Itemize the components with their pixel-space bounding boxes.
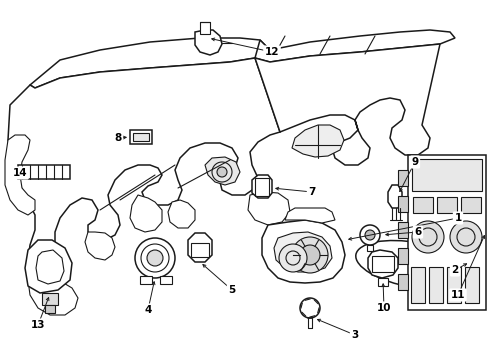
Polygon shape [251,175,271,198]
Ellipse shape [355,240,473,289]
Polygon shape [195,30,222,55]
Polygon shape [25,240,72,293]
Polygon shape [247,192,289,225]
Circle shape [411,221,443,253]
Text: 7: 7 [307,187,315,197]
Bar [366,245,372,251]
Polygon shape [30,38,269,88]
Circle shape [299,245,319,265]
Circle shape [135,238,175,278]
Text: 3: 3 [351,330,358,340]
Bar [460,197,480,213]
Polygon shape [262,220,345,283]
Polygon shape [187,233,212,262]
Circle shape [279,244,306,272]
Polygon shape [28,248,78,315]
Bar [428,267,442,303]
Bar [412,197,432,213]
Text: 11: 11 [450,290,464,300]
Polygon shape [130,195,162,232]
Text: 8: 8 [114,133,122,143]
Circle shape [217,167,226,177]
Polygon shape [204,157,240,185]
Bar [130,130,152,144]
Bar [200,22,209,34]
Bar [397,222,407,238]
Text: 5: 5 [228,285,235,295]
Polygon shape [5,135,35,215]
Bar [42,293,58,305]
Bar [411,159,481,191]
Bar [397,248,407,264]
Text: 1: 1 [453,213,461,223]
Text: 4: 4 [144,305,151,315]
Bar [371,256,393,272]
Text: 13: 13 [31,320,45,330]
Bar [18,165,70,179]
Bar [377,278,387,286]
Bar [133,133,149,141]
Bar [407,155,485,310]
Polygon shape [387,185,401,208]
Circle shape [299,298,319,318]
Circle shape [291,237,327,273]
Bar [45,305,55,313]
Text: 12: 12 [264,47,279,57]
Polygon shape [254,30,454,62]
Polygon shape [254,44,439,165]
Bar [140,276,152,284]
Text: 2: 2 [450,265,458,275]
Text: 10: 10 [376,303,390,313]
Bar [397,196,407,212]
Bar [254,178,268,196]
Text: 9: 9 [410,157,418,167]
Circle shape [147,250,163,266]
Text: 14: 14 [13,168,27,178]
Circle shape [359,225,379,245]
Polygon shape [291,125,343,157]
Polygon shape [285,208,334,223]
Bar [397,170,407,186]
Circle shape [364,230,374,240]
Bar [464,267,478,303]
Polygon shape [367,250,397,278]
Bar [160,276,172,284]
Polygon shape [168,200,195,228]
Polygon shape [8,58,280,268]
Text: 6: 6 [413,227,421,237]
Bar [446,267,460,303]
Bar [410,267,424,303]
Polygon shape [85,232,115,260]
Bar [191,243,208,257]
Bar [397,274,407,290]
Bar [436,197,456,213]
Circle shape [449,221,481,253]
Polygon shape [273,232,331,272]
